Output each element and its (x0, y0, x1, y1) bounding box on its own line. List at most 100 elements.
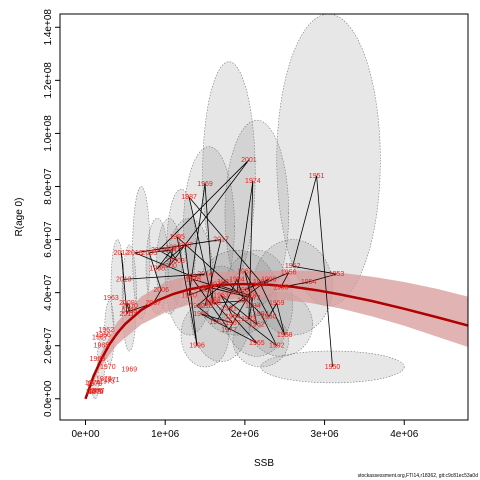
uncertainty-ellipses (91, 14, 405, 400)
trajectory-segment (212, 300, 234, 324)
trajectory-segment (192, 273, 206, 278)
year-label: 1972 (245, 295, 261, 302)
x-axis: 0e+00 1e+06 2e+06 3e+06 4e+06 (71, 419, 419, 440)
x-tick-label: 2e+06 (231, 429, 260, 440)
y-tick-label: 4.0e+07 (43, 274, 54, 311)
year-label: 1973 (99, 379, 115, 386)
trajectory-segment (188, 286, 210, 296)
year-label: 1999 (165, 245, 181, 252)
y-tick-label: 1.0e+08 (43, 115, 54, 152)
year-label: 1956 (281, 270, 297, 277)
trajectory-segment (188, 196, 262, 283)
x-tick-label: 1e+06 (151, 429, 180, 440)
trajectory-segment (248, 181, 254, 320)
year-label: 2004 (161, 247, 177, 254)
year-label: 1973 (241, 316, 257, 323)
trajectory-segment (236, 181, 254, 293)
trajectory-segment (260, 272, 289, 286)
trajectory-segment (216, 279, 238, 322)
year-label: 1975 (229, 290, 245, 297)
confidence-band-area (85, 270, 468, 399)
trajectory-segment (244, 271, 258, 325)
y-tick-label: 8.0e+07 (43, 168, 54, 205)
confidence-band (85, 270, 468, 399)
year-label: 1976 (87, 388, 103, 395)
year-label: 1992 (269, 343, 285, 350)
year-label: 1969 (122, 367, 138, 374)
y-tick-label: 1.2e+08 (43, 62, 54, 99)
trajectory-segment (200, 313, 258, 344)
trajectory-segment (268, 303, 278, 317)
trajectory-lines (120, 159, 337, 367)
year-label: 1986 (205, 300, 221, 307)
year-label: 1987 (181, 194, 197, 201)
y-axis: 0.0e+00 2.0e+07 4.0e+07 6.0e+07 8.0e+07 1.0e+… (43, 9, 61, 417)
trajectory-segment (228, 295, 250, 330)
trajectory-segment (292, 175, 317, 267)
uncertainty-ellipse (232, 313, 290, 368)
year-label: 1977 (89, 388, 105, 395)
year-label: 1983 (209, 319, 225, 326)
trajectory-segment (220, 295, 234, 317)
year-label: 2010 (122, 303, 138, 310)
year-label: 1957 (253, 282, 269, 289)
year-label: 1981 (217, 279, 233, 286)
year-label: 1971 (201, 284, 217, 291)
x-tick-label: 0e+00 (71, 429, 100, 440)
year-label: 1998 (149, 266, 165, 273)
year-label: 1952 (285, 263, 301, 270)
trajectory-segment (168, 249, 178, 262)
year-label: 1990 (261, 276, 277, 283)
trajectory-segment (123, 273, 206, 280)
year-label: 2003 (169, 258, 185, 265)
year-label: 1966 (95, 332, 111, 339)
year-label: 1967 (225, 320, 241, 327)
year-label: 1961 (237, 268, 253, 275)
year-label: 1988 (253, 279, 269, 286)
year-label: 1993 (253, 311, 269, 318)
year-label: 1980 (197, 287, 213, 294)
fit-curve-line (84, 282, 468, 400)
year-label: 2002 (151, 247, 167, 254)
trajectory-segment (308, 273, 337, 283)
trajectory-segment (184, 244, 198, 346)
trajectory-segment (176, 236, 254, 307)
year-label: 2009 (119, 300, 135, 307)
year-label: 2014 (197, 271, 213, 278)
year-label: 1959 (269, 300, 285, 307)
trajectory-segment (216, 284, 249, 296)
trajectory-segment (196, 305, 218, 323)
year-label: 2006 (153, 287, 169, 294)
year-label: 2015 (185, 274, 201, 281)
year-label: 2012 (114, 250, 130, 257)
y-tick-label: 0.0e+00 (43, 380, 54, 417)
year-label: 1962 (98, 327, 114, 334)
trajectory-segment (188, 183, 206, 296)
trajectory-segment (158, 249, 178, 262)
year-label: 1960 (261, 314, 277, 321)
trajectory-segment (120, 252, 125, 280)
source-footer: stockassessment.org,FTI14,r18362, git:c9… (358, 473, 479, 479)
year-label: 1979 (209, 282, 225, 289)
trajectory-segment (204, 183, 214, 301)
y-tick-label: 2.0e+07 (43, 327, 54, 364)
y-axis-label: R(age 0) (14, 198, 25, 237)
year-label: 1967 (92, 335, 108, 342)
trajectory-segment (260, 313, 278, 346)
year-label: 1997 (177, 242, 193, 249)
trajectory-segment (149, 249, 170, 254)
fit-curve (84, 282, 468, 400)
year-label: 1970 (181, 292, 197, 299)
trajectory-segment (248, 297, 254, 320)
year-label: 1994 (245, 303, 261, 310)
year-label: 1978 (241, 292, 257, 299)
year-label: 2000 (161, 263, 177, 270)
year-label: 2005 (141, 250, 157, 257)
year-label: 1963 (103, 295, 119, 302)
trajectory-segment (200, 313, 234, 324)
trajectory-segment (134, 252, 194, 278)
uncertainty-ellipse (180, 302, 230, 368)
trajectory-segment (126, 302, 131, 307)
year-label: 2001 (241, 157, 257, 164)
trajectory-segment (168, 247, 174, 267)
